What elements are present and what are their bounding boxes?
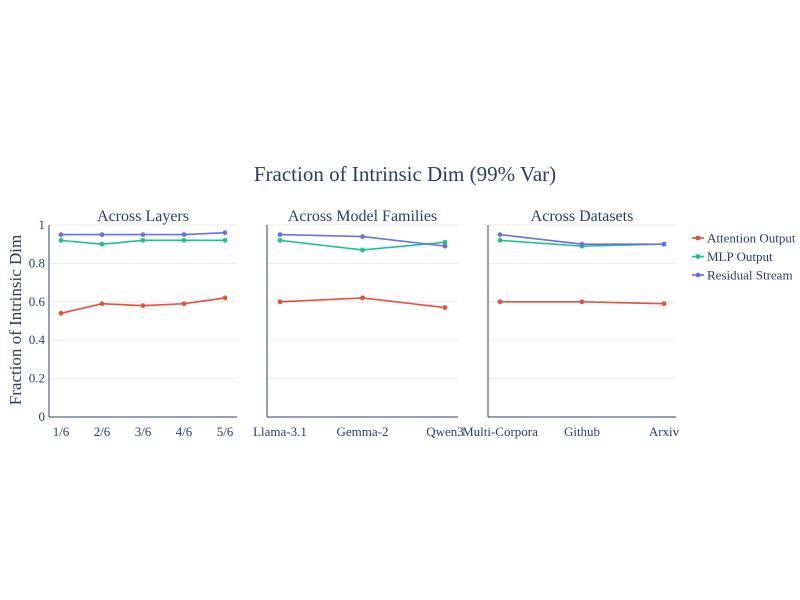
subplot-3: Across Datasets Multi-Corpora Github Arxiv — [462, 208, 680, 439]
data-point — [222, 230, 228, 236]
legend: Attention Output MLP Output Residual Strea… — [692, 231, 796, 283]
legend-label: MLP Output — [707, 249, 773, 264]
x-tick-label: Gemma-2 — [337, 424, 389, 439]
data-point — [222, 295, 228, 301]
data-point — [497, 232, 503, 238]
legend-marker — [695, 272, 701, 278]
data-point — [99, 232, 105, 238]
data-point — [99, 241, 105, 247]
x-tick-label: 2/6 — [94, 424, 111, 439]
data-point — [58, 310, 64, 316]
y-tick-label: 1 — [39, 217, 46, 232]
y-tick-label: 0.2 — [29, 371, 45, 386]
subplot-title: Across Model Families — [288, 208, 437, 225]
y-tick-label: 0 — [39, 409, 46, 424]
y-tick-label: 0.6 — [29, 294, 46, 309]
x-tick-label: Llama-3.1 — [253, 424, 307, 439]
x-tick-label: Multi-Corpora — [462, 424, 538, 439]
data-point — [140, 303, 146, 309]
legend-label: Residual Stream — [707, 268, 793, 283]
data-point — [360, 295, 365, 301]
subplot-title: Across Datasets — [531, 208, 634, 225]
data-point — [222, 237, 228, 243]
data-point — [181, 301, 187, 307]
data-point — [99, 301, 105, 307]
data-point — [181, 232, 187, 238]
data-point — [140, 232, 146, 238]
data-point — [579, 241, 585, 247]
data-point — [277, 237, 283, 243]
x-tick-label: 3/6 — [135, 424, 152, 439]
data-point — [442, 305, 448, 310]
data-point — [497, 237, 503, 243]
x-tick-label: Github — [564, 424, 600, 439]
data-point — [442, 243, 448, 249]
legend-marker — [695, 235, 701, 241]
data-point — [181, 237, 187, 243]
data-point — [360, 247, 365, 253]
data-point — [58, 237, 64, 243]
subplot-2: Across Model Families Llama-3.1 Gemma-2 Qwe… — [253, 208, 464, 439]
subplot-title: Across Layers — [97, 208, 189, 225]
data-point — [58, 232, 64, 238]
x-tick-label: 5/6 — [217, 424, 234, 439]
legend-marker — [695, 254, 701, 259]
x-tick-label: Qwen3 — [426, 424, 464, 439]
data-point — [497, 299, 503, 305]
x-tick-label: 4/6 — [176, 424, 193, 439]
x-tick-label: 1/6 — [53, 424, 70, 439]
data-point — [442, 239, 448, 245]
data-point — [661, 301, 667, 307]
y-tick-label: 0.8 — [29, 255, 45, 270]
data-point — [277, 232, 283, 238]
figure-title: Fraction of Intrinsic Dim (99% Var) — [254, 162, 556, 186]
y-tick-label: 0.4 — [29, 332, 46, 347]
data-point — [579, 299, 585, 305]
data-point — [360, 234, 365, 239]
subplot-1: Across Layers 0 0.2 0.4 0.6 0.8 1 1/6 2/6 3/6 4/6 5… — [29, 208, 237, 439]
data-point — [277, 299, 283, 305]
data-point — [661, 241, 667, 247]
y-axis-label: Fraction of Intrinsic Dim — [6, 235, 25, 405]
data-point — [140, 237, 146, 243]
x-tick-label: Arxiv — [649, 424, 680, 439]
legend-label: Attention Output — [707, 231, 796, 246]
